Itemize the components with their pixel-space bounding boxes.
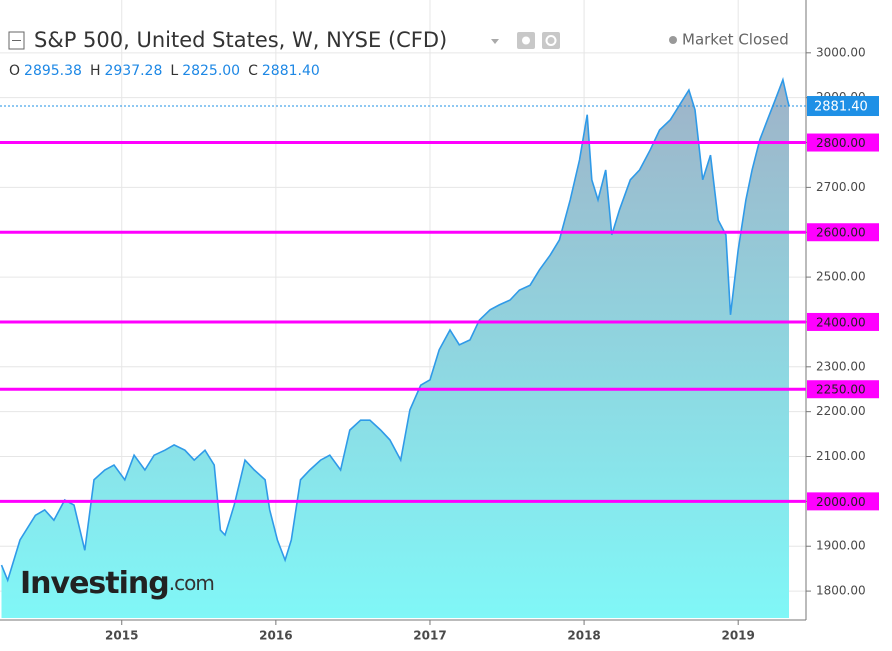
- ohlc-value: 2937.28: [104, 63, 162, 79]
- brand-suffix: .com: [169, 571, 214, 595]
- ohlc-label: L: [170, 63, 178, 79]
- level-label-bg: [807, 380, 879, 399]
- y-tick-label: 2100.00: [816, 449, 866, 463]
- level-label: 2600.00: [816, 226, 866, 240]
- ohlc-label: C: [248, 63, 258, 79]
- ohlc-value: 2825.00: [182, 63, 240, 79]
- price-line: [0, 76, 790, 583]
- ohlc-value: 2895.38: [24, 63, 82, 79]
- x-tick-label: 2016: [259, 629, 292, 643]
- ohlc-label: H: [90, 63, 101, 79]
- market-status: Market Closed: [682, 31, 789, 49]
- y-tick-label: 2300.00: [816, 359, 866, 373]
- last-price-label: 2881.40: [814, 100, 868, 115]
- y-tick-label: 2500.00: [816, 270, 866, 284]
- level-label-bg: [807, 312, 879, 331]
- brand-name: Investing: [20, 566, 169, 601]
- x-tick-label: 2017: [413, 629, 446, 643]
- level-label-bg: [807, 223, 879, 242]
- area-fill: [1, 79, 789, 618]
- last-price-bg: [807, 96, 879, 117]
- y-tick-label: 1900.00: [816, 539, 866, 553]
- ohlc-value: 2881.40: [262, 63, 320, 79]
- level-label: 2800.00: [816, 136, 866, 150]
- settings-icon[interactable]: [542, 32, 560, 49]
- y-tick-label: 2700.00: [816, 180, 866, 194]
- x-tick-label: 2015: [105, 629, 138, 643]
- level-label: 2000.00: [816, 495, 866, 509]
- x-tick-label: 2018: [567, 629, 600, 643]
- level-label-bg: [807, 492, 879, 511]
- level-label: 2400.00: [816, 315, 866, 329]
- settings-icon: [545, 35, 557, 46]
- status-dot: [669, 36, 677, 44]
- ohlc-label: O: [9, 63, 20, 79]
- dropdown-arrow[interactable]: [491, 39, 499, 44]
- chart-title: S&P 500, United States, W, NYSE (CFD): [34, 28, 447, 52]
- x-tick-label: 2019: [721, 629, 754, 643]
- collapse-icon[interactable]: [8, 31, 25, 50]
- y-tick-label: 3000.00: [816, 45, 866, 59]
- brand-logo: Investing.com: [20, 566, 214, 601]
- y-tick-label: 2200.00: [816, 404, 866, 418]
- level-label-bg: [807, 133, 879, 152]
- level-label: 2250.00: [816, 383, 866, 397]
- y-tick-label: 1800.00: [816, 584, 866, 598]
- eye-icon: [522, 36, 530, 45]
